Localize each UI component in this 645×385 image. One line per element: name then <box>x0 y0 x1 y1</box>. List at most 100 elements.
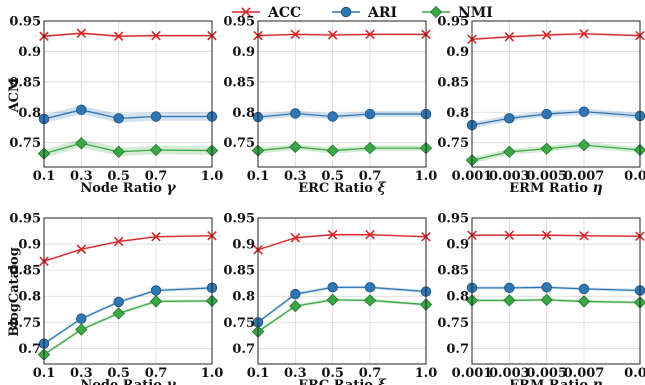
series-nmi <box>251 140 433 157</box>
x-tick-label: 0.3 <box>284 366 307 381</box>
x-axis-label: ERC Ratio ξ <box>298 377 386 385</box>
series-band-ari <box>472 285 640 293</box>
x-tick-label: 0.5 <box>321 169 344 184</box>
data-point-acc <box>327 229 338 240</box>
x-tick-label: 0.1 <box>247 169 270 184</box>
series-acc <box>39 230 217 267</box>
series-band-ari <box>258 285 426 324</box>
x-axis-label: ERM Ratio η <box>509 377 602 385</box>
x-tick-label: 1.0 <box>415 366 438 381</box>
series-acc <box>467 230 645 242</box>
x-axis-symbol: η <box>593 377 603 385</box>
legend-entry-acc: ACC <box>232 5 301 21</box>
y-tick-label: 0.8 <box>232 290 255 305</box>
data-point-nmi <box>112 145 125 158</box>
data-point-nmi <box>363 141 377 155</box>
data-point-acc <box>579 29 589 39</box>
data-point-acc <box>113 236 124 247</box>
y-tick-label: 0.9 <box>18 238 41 253</box>
series-ari <box>38 104 218 125</box>
legend-label-ari: ARI <box>367 5 397 21</box>
y-tick-label: 0.95 <box>9 212 41 227</box>
series-ari <box>252 282 432 328</box>
y-tick-label: 0.75 <box>9 316 41 331</box>
series-nmi <box>465 138 645 167</box>
data-point-nmi <box>112 307 125 320</box>
y-tick-label: 0.8 <box>232 106 255 121</box>
data-point-nmi <box>577 295 591 308</box>
x-axis-symbol: η <box>593 180 603 196</box>
y-tick-label: 0.75 <box>437 136 469 151</box>
data-point-ari <box>113 113 124 124</box>
data-point-nmi <box>75 323 88 336</box>
data-point-acc <box>541 230 552 240</box>
data-point-ari <box>504 282 515 294</box>
legend: ACC ARI NMI <box>232 5 493 21</box>
series-band-nmi <box>258 298 426 334</box>
series-band-acc <box>472 32 640 41</box>
y-tick-label: 0.7 <box>18 342 41 357</box>
series-band-ari <box>472 108 640 129</box>
y-tick-label: 0.85 <box>9 264 41 279</box>
legend-label-acc: ACC <box>267 5 301 21</box>
data-point-nmi <box>577 138 591 152</box>
x-axis-label: ERC Ratio ξ <box>298 180 386 196</box>
plot-frame <box>43 217 213 365</box>
x-tick-label: 0.007 <box>564 366 605 381</box>
y-tick-label: 0.8 <box>446 106 469 121</box>
x-axis-symbol: ξ <box>377 377 386 385</box>
series-band-nmi <box>472 298 640 305</box>
series-band-nmi <box>472 142 640 164</box>
data-point-nmi <box>540 293 553 307</box>
data-point-ari <box>364 108 376 120</box>
data-point-acc <box>76 28 87 38</box>
data-point-acc <box>151 232 161 242</box>
data-point-nmi <box>75 137 88 150</box>
y-tick-label: 0.85 <box>223 75 255 90</box>
data-point-ari <box>327 111 338 122</box>
plot-frame <box>471 217 641 365</box>
data-point-nmi <box>326 144 339 157</box>
series-ari <box>252 108 432 123</box>
y-tick-label: 0.9 <box>446 238 469 253</box>
data-point-acc <box>504 32 515 42</box>
y-tick-label: 0.9 <box>18 45 41 60</box>
series-band-ari <box>44 105 212 124</box>
y-tick-label: 0.95 <box>437 212 469 227</box>
x-axis-symbol: γ <box>166 180 176 196</box>
data-point-ari <box>150 285 162 296</box>
x-tick-label: 0.5 <box>321 366 344 381</box>
y-tick-label: 0.85 <box>437 264 469 279</box>
series-band-nmi <box>44 139 212 158</box>
row-label-acm: ACM <box>7 78 22 114</box>
y-tick-label: 0.85 <box>437 75 469 90</box>
x-tick-label: 0.7 <box>359 366 382 381</box>
series-acc <box>253 229 431 255</box>
y-tick-label: 0.9 <box>232 45 255 60</box>
y-tick-label: 0.9 <box>446 45 469 60</box>
y-tick-label: 0.8 <box>446 290 469 305</box>
data-point-acc <box>113 31 124 41</box>
data-point-acc <box>76 244 87 255</box>
series-acc <box>253 29 431 41</box>
plot-frame <box>471 20 641 168</box>
chart-panel-2: 0.75 0.8 0.85 0.9 0.95 0.1 0.3 0.5 0.7 1.0 ERC Rat… <box>223 15 437 197</box>
data-point-ari <box>541 108 552 120</box>
x-tick-label: 0.7 <box>359 169 382 184</box>
x-axis-symbol: γ <box>166 377 176 385</box>
data-point-ari <box>113 296 124 308</box>
data-point-nmi <box>503 294 516 307</box>
series-ari <box>466 282 645 296</box>
data-point-ari <box>150 111 162 122</box>
data-point-ari <box>290 288 301 300</box>
data-point-acc <box>579 230 589 241</box>
legend-label-nmi: NMI <box>458 5 493 21</box>
x-tick-label: 0.5 <box>107 169 130 184</box>
data-point-ari <box>327 282 338 293</box>
chart-grid: 0.75 0.8 0.85 0.9 0.95 0.1 0.3 0.5 0.7 1.0 Node Ra… <box>9 15 645 385</box>
x-tick-label: 0.003 <box>489 366 530 381</box>
x-axis-label: Node Ratio γ <box>80 377 176 385</box>
chart-panel-4: 0.7 0.75 0.8 0.85 0.9 0.95 0.1 0.3 0.5 0.7 1.0 Node… <box>9 212 223 385</box>
x-tick-label: 0.01 <box>624 366 645 381</box>
